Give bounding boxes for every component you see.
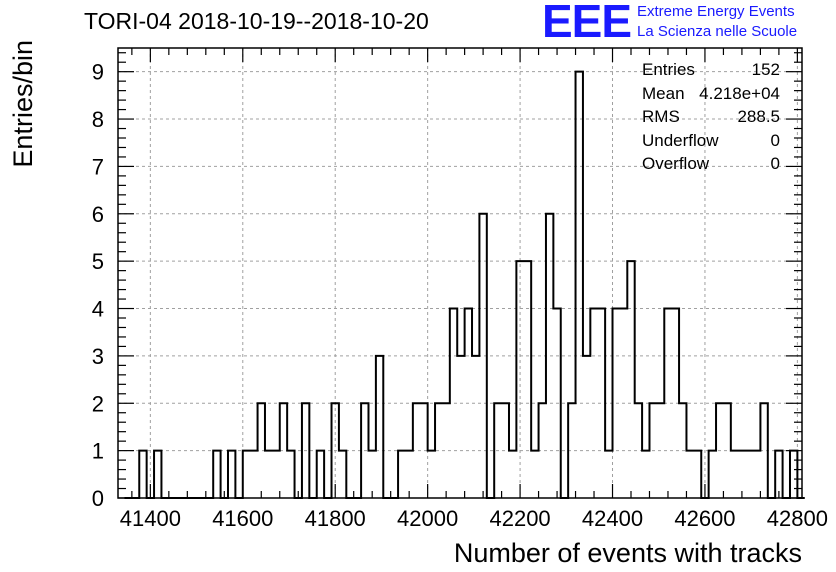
histogram-bin	[287, 451, 294, 498]
histogram-bin	[642, 451, 649, 498]
histogram-bin	[709, 451, 716, 498]
tick-labels: 41400 41600 41800 42000 42200 42400 42600 42800…	[92, 60, 828, 531]
histogram-bin	[213, 451, 220, 498]
histogram-bin	[457, 356, 464, 498]
chart-title: TORI-04 2018-10-19--2018-10-20	[84, 8, 429, 34]
x-tick-label: 42800	[767, 506, 828, 531]
histogram-bin	[339, 451, 346, 498]
histogram-bin	[605, 451, 612, 498]
eee-logo: EEE Extreme Energy Events La Scienza nel…	[540, 0, 836, 47]
histogram-bin	[686, 451, 693, 498]
eee-logo-line-2: La Scienza nelle Scuole	[637, 23, 798, 40]
x-tick-label: 42400	[582, 506, 643, 531]
axis-ticks	[118, 48, 802, 499]
stats-box: Entries 152 Mean 4.218e+04 RMS 288.5 Und…	[642, 58, 780, 176]
y-tick-label: 7	[92, 154, 104, 179]
eee-logo-line-1: Extreme Energy Events	[637, 3, 795, 20]
stat-row-entries: Entries 152	[642, 58, 780, 82]
histogram-bin	[368, 451, 375, 498]
stat-label: Underflow	[642, 130, 719, 150]
histogram-bin	[790, 451, 797, 498]
histogram-bin	[228, 451, 235, 498]
histogram-bin	[472, 356, 479, 498]
stat-row-rms: RMS 288.5	[642, 105, 780, 129]
histogram-bin	[265, 451, 272, 498]
histogram-bin	[524, 261, 531, 498]
stat-row-mean: Mean 4.218e+04	[642, 82, 780, 106]
histogram-bin	[531, 451, 538, 498]
stat-label: Mean	[642, 83, 685, 103]
histogram-bin	[576, 72, 583, 498]
histogram-bin	[317, 451, 324, 498]
histogram-bin	[738, 451, 745, 498]
x-tick-label: 41600	[212, 506, 273, 531]
histogram-bin	[376, 356, 383, 498]
y-axis-label: Entries/bin	[8, 40, 38, 168]
stat-label: Overflow	[642, 154, 710, 173]
histogram-bin	[398, 451, 405, 498]
y-tick-label: 4	[92, 297, 104, 322]
histogram-bin	[428, 451, 435, 498]
histogram-bin	[139, 451, 146, 498]
x-tick-label: 42600	[674, 506, 735, 531]
histogram-bin	[775, 451, 782, 498]
histogram-bin	[731, 451, 738, 498]
plot-frame	[117, 47, 803, 499]
y-tick-label: 3	[92, 344, 104, 369]
stat-value: 4.218e+04	[699, 83, 780, 103]
y-tick-label: 1	[92, 439, 104, 464]
x-axis-label: Number of events with tracks	[454, 538, 802, 568]
stat-row-overflow: Overflow 0	[642, 152, 780, 176]
histogram-bin	[746, 451, 753, 498]
y-tick-label: 9	[92, 60, 104, 85]
y-tick-label: 0	[92, 486, 104, 511]
x-tick-label: 42000	[397, 506, 458, 531]
eee-logo-mark: EEE	[542, 0, 632, 47]
stat-value: 0	[770, 154, 780, 173]
histogram-bin	[753, 451, 760, 498]
x-tick-label: 41400	[120, 506, 181, 531]
x-tick-label: 41800	[305, 506, 366, 531]
histogram-bin	[272, 451, 279, 498]
y-tick-label: 6	[92, 202, 104, 227]
y-tick-label: 5	[92, 249, 104, 274]
stat-value: 152	[751, 60, 780, 79]
stat-row-underflow: Underflow 0	[642, 129, 780, 153]
x-tick-label: 42200	[489, 506, 550, 531]
histogram-bin	[250, 451, 257, 498]
stat-label: Entries	[642, 60, 695, 79]
y-tick-label: 2	[92, 391, 104, 416]
histogram-bin	[243, 451, 250, 498]
histogram-bin	[509, 451, 516, 498]
stat-value: 288.5	[737, 107, 780, 126]
histogram-bin	[627, 261, 634, 498]
histogram-bin	[583, 356, 590, 498]
grid-lines	[118, 48, 802, 498]
histogram-bin	[405, 451, 412, 498]
stat-value: 0	[770, 130, 780, 150]
y-tick-label: 8	[92, 107, 104, 132]
histogram-outline	[124, 70, 805, 499]
histogram-bin	[154, 451, 161, 498]
stat-label: RMS	[642, 107, 680, 126]
histogram-bin	[694, 451, 701, 498]
